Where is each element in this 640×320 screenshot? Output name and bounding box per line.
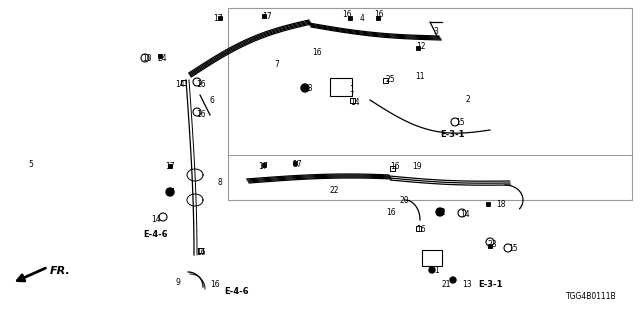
Text: 8: 8: [218, 178, 223, 187]
Text: 14: 14: [151, 215, 161, 224]
Text: 5: 5: [28, 160, 33, 169]
Text: 1: 1: [434, 266, 439, 275]
Bar: [262, 163, 266, 167]
Text: 16: 16: [416, 225, 426, 234]
Bar: [158, 54, 162, 58]
Text: 17: 17: [213, 14, 223, 23]
Text: 10: 10: [142, 54, 152, 63]
Text: 14: 14: [350, 98, 360, 107]
Circle shape: [436, 208, 444, 216]
Text: TGG4B0111B: TGG4B0111B: [566, 292, 616, 301]
Circle shape: [166, 188, 174, 196]
Bar: [349, 98, 355, 102]
Text: 16: 16: [342, 10, 351, 19]
Text: E-3-1: E-3-1: [478, 280, 502, 289]
Circle shape: [301, 84, 309, 92]
Bar: [486, 202, 490, 206]
Bar: [228, 8, 632, 200]
Text: 23: 23: [488, 240, 498, 249]
Bar: [415, 226, 420, 230]
Text: 1: 1: [349, 85, 354, 94]
Text: E-4-6: E-4-6: [224, 287, 248, 296]
Text: 13: 13: [303, 84, 312, 93]
Text: 16: 16: [196, 80, 205, 89]
Text: 18: 18: [496, 200, 506, 209]
Bar: [168, 164, 172, 168]
Text: E-4-6: E-4-6: [143, 230, 168, 239]
Text: 2: 2: [466, 95, 471, 104]
Bar: [293, 161, 297, 165]
Text: 15: 15: [508, 244, 518, 253]
Text: 16: 16: [390, 162, 399, 171]
Text: 15: 15: [455, 118, 465, 127]
Bar: [416, 46, 420, 50]
Text: 9: 9: [175, 278, 180, 287]
Text: 16: 16: [386, 208, 396, 217]
Circle shape: [429, 267, 435, 273]
Text: 14: 14: [460, 210, 470, 219]
Bar: [262, 14, 266, 18]
Text: 17: 17: [262, 12, 271, 21]
Bar: [488, 244, 492, 248]
Text: 25: 25: [385, 75, 395, 84]
Text: 4: 4: [360, 14, 365, 23]
Circle shape: [450, 277, 456, 283]
Text: 24: 24: [157, 54, 166, 63]
Text: 22: 22: [330, 186, 339, 195]
Text: 17: 17: [292, 160, 301, 169]
Text: FR.: FR.: [50, 266, 71, 276]
Text: 14: 14: [175, 80, 184, 89]
Text: 16: 16: [196, 248, 205, 257]
Text: 20: 20: [400, 196, 410, 205]
Text: 12: 12: [416, 42, 426, 51]
Text: 17: 17: [165, 188, 175, 197]
Bar: [390, 165, 394, 171]
Text: 12: 12: [436, 208, 445, 217]
Text: 21: 21: [442, 280, 451, 289]
Text: 16: 16: [210, 280, 220, 289]
Text: 17: 17: [258, 162, 268, 171]
Bar: [422, 250, 442, 266]
Bar: [330, 78, 352, 96]
Text: E-3-1: E-3-1: [440, 130, 465, 139]
Bar: [383, 77, 387, 83]
Text: 17: 17: [165, 162, 175, 171]
Text: 6: 6: [210, 96, 215, 105]
Bar: [180, 79, 186, 84]
Bar: [198, 247, 202, 252]
Text: 16: 16: [374, 10, 383, 19]
Text: 16: 16: [312, 48, 322, 57]
Bar: [376, 16, 380, 20]
Text: 3: 3: [433, 27, 438, 36]
Text: 16: 16: [196, 110, 205, 119]
Bar: [348, 16, 352, 20]
Text: 11: 11: [415, 72, 424, 81]
Bar: [218, 16, 222, 20]
Text: 7: 7: [274, 60, 279, 69]
Text: 19: 19: [412, 162, 422, 171]
Text: 13: 13: [462, 280, 472, 289]
